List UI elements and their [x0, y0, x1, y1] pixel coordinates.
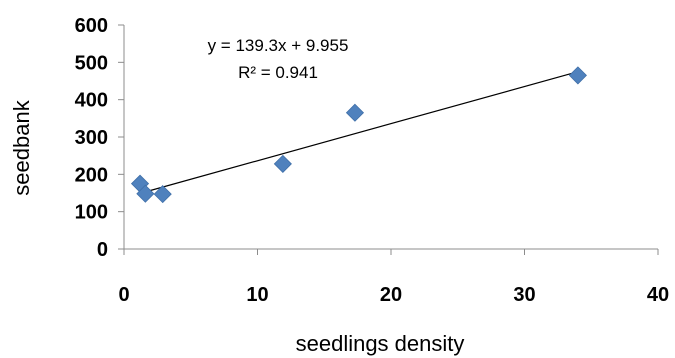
y-tick-label: 200 [75, 164, 108, 186]
x-tick-label: 10 [246, 284, 268, 306]
y-tick-label: 400 [75, 90, 108, 112]
data-point-marker [568, 66, 587, 85]
x-tick-label: 40 [647, 284, 669, 306]
y-tick-label: 0 [97, 239, 108, 261]
data-point-marker [136, 184, 155, 203]
data-points [130, 66, 587, 204]
x-tick-label: 30 [513, 284, 535, 306]
y-tick-labels: 0 100 200 300 400 500 600 [75, 15, 108, 261]
data-point-marker [273, 154, 292, 173]
x-tick-label: 0 [118, 284, 129, 306]
data-point-marker [345, 103, 365, 122]
axes [118, 24, 659, 255]
x-axis-title: seedlings density [296, 331, 465, 356]
r-squared-label: R² = 0.941 [238, 63, 318, 82]
x-tick-label: 20 [380, 284, 402, 306]
y-axis-title: seedbank [9, 99, 34, 195]
trendline-group [139, 71, 579, 194]
x-tick-labels: 0 10 20 30 40 [118, 284, 669, 306]
y-tick-label: 600 [75, 15, 108, 37]
data-point-marker [153, 185, 172, 204]
trendline [139, 71, 579, 194]
y-tick-label: 100 [75, 202, 108, 224]
trendline-equation: y = 139.3x + 9.955 [208, 36, 349, 55]
y-tick-label: 500 [75, 52, 108, 74]
y-tick-label: 300 [75, 127, 108, 149]
